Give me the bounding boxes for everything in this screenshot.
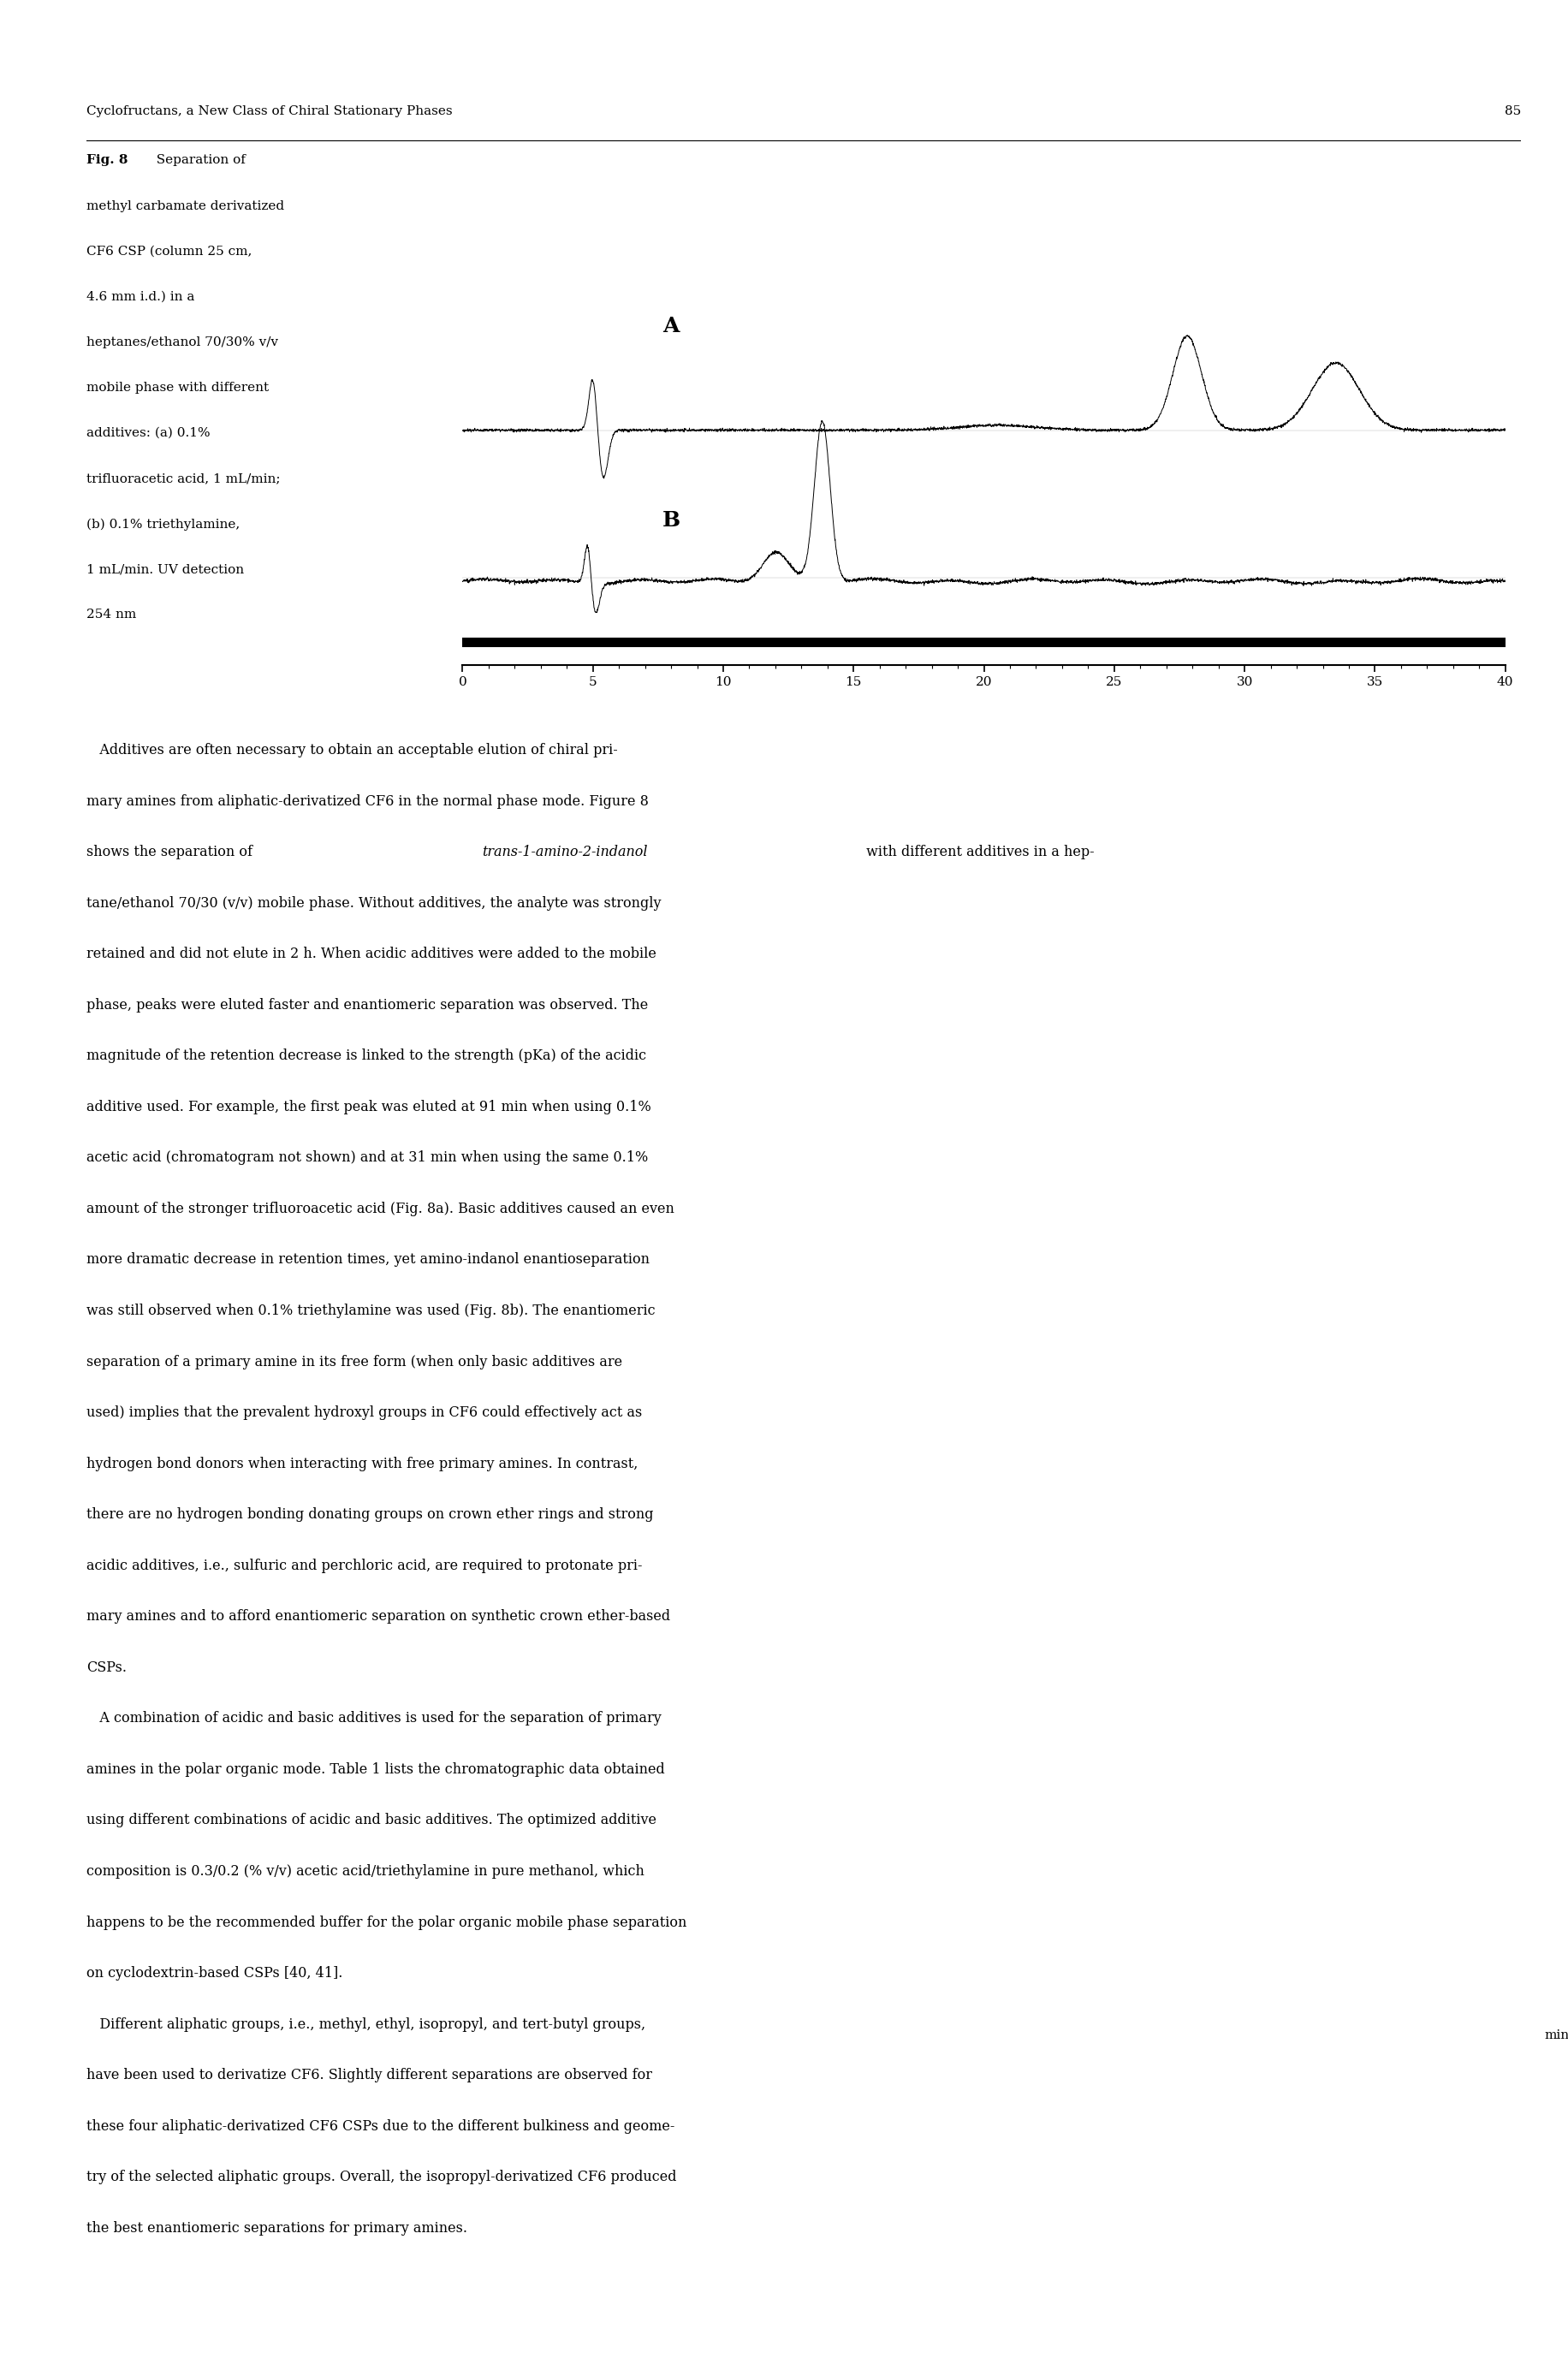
Text: Different aliphatic groups, i.e., methyl, ethyl, isopropyl, and tert-butyl group: Different aliphatic groups, i.e., methyl… [86, 2017, 646, 2031]
Text: CF6 CSP (column 25 cm,: CF6 CSP (column 25 cm, [86, 245, 252, 257]
Text: trans-1-amino-2-indanol: trans-1-amino-2-indanol [483, 846, 648, 860]
Text: Fig. 8: Fig. 8 [86, 154, 127, 166]
Text: magnitude of the retention decrease is linked to the strength (pKa) of the acidi: magnitude of the retention decrease is l… [86, 1048, 646, 1062]
Text: 85: 85 [1504, 105, 1521, 119]
Text: separation of a primary amine in its free form (when only basic additives are: separation of a primary amine in its fre… [86, 1354, 622, 1369]
Text: try of the selected aliphatic groups. Overall, the isopropyl-derivatized CF6 pro: try of the selected aliphatic groups. Ov… [86, 2169, 676, 2184]
Text: on cyclodextrin-based CSPs [40, 41].: on cyclodextrin-based CSPs [40, 41]. [86, 1967, 342, 1982]
Text: mary amines and to afford enantiomeric separation on synthetic crown ether-based: mary amines and to afford enantiomeric s… [86, 1609, 670, 1623]
Text: amount of the stronger trifluoroacetic acid (Fig. 8a). Basic additives caused an: amount of the stronger trifluoroacetic a… [86, 1202, 674, 1217]
Text: B: B [662, 511, 681, 530]
Text: 1 mL/min. UV detection: 1 mL/min. UV detection [86, 563, 245, 575]
Text: Separation of: Separation of [149, 154, 246, 166]
Text: retained and did not elute in 2 h. When acidic additives were added to the mobil: retained and did not elute in 2 h. When … [86, 946, 655, 962]
Text: Additives are often necessary to obtain an acceptable elution of chiral pri-: Additives are often necessary to obtain … [86, 744, 618, 758]
Text: additive used. For example, the first peak was eluted at 91 min when using 0.1%: additive used. For example, the first pe… [86, 1100, 651, 1114]
Text: heptanes/ethanol 70/30% v/v: heptanes/ethanol 70/30% v/v [86, 337, 278, 349]
Text: mobile phase with different: mobile phase with different [86, 383, 268, 394]
Text: was still observed when 0.1% triethylamine was used (Fig. 8b). The enantiomeric: was still observed when 0.1% triethylami… [86, 1304, 655, 1319]
Text: used) implies that the prevalent hydroxyl groups in CF6 could effectively act as: used) implies that the prevalent hydroxy… [86, 1407, 641, 1421]
Text: hydrogen bond donors when interacting with free primary amines. In contrast,: hydrogen bond donors when interacting wi… [86, 1456, 638, 1471]
Text: (b) 0.1% triethylamine,: (b) 0.1% triethylamine, [86, 518, 240, 530]
Text: acidic additives, i.e., sulfuric and perchloric acid, are required to protonate : acidic additives, i.e., sulfuric and per… [86, 1559, 643, 1573]
Text: shows the separation of: shows the separation of [86, 846, 257, 860]
Text: trifluoracetic acid, 1 mL/min;: trifluoracetic acid, 1 mL/min; [86, 473, 281, 485]
Text: Cyclofructans, a New Class of Chiral Stationary Phases: Cyclofructans, a New Class of Chiral Sta… [86, 105, 452, 119]
Text: methyl carbamate derivatized: methyl carbamate derivatized [86, 200, 284, 211]
Text: these four aliphatic-derivatized CF6 CSPs due to the different bulkiness and geo: these four aliphatic-derivatized CF6 CSP… [86, 2119, 674, 2134]
Text: 4.6 mm i.d.) in a: 4.6 mm i.d.) in a [86, 290, 194, 302]
Text: CSPs.: CSPs. [86, 1661, 127, 1675]
Text: A: A [663, 316, 679, 335]
Text: additives: (a) 0.1%: additives: (a) 0.1% [86, 428, 210, 440]
Text: happens to be the recommended buffer for the polar organic mobile phase separati: happens to be the recommended buffer for… [86, 1915, 687, 1929]
Text: there are no hydrogen bonding donating groups on crown ether rings and strong: there are no hydrogen bonding donating g… [86, 1506, 654, 1523]
Text: mary amines from aliphatic-derivatized CF6 in the normal phase mode. Figure 8: mary amines from aliphatic-derivatized C… [86, 794, 649, 808]
Text: have been used to derivatize CF6. Slightly different separations are observed fo: have been used to derivatize CF6. Slight… [86, 2067, 652, 2084]
Text: composition is 0.3/0.2 (% v/v) acetic acid/triethylamine in pure methanol, which: composition is 0.3/0.2 (% v/v) acetic ac… [86, 1865, 644, 1879]
Text: the best enantiomeric separations for primary amines.: the best enantiomeric separations for pr… [86, 2222, 467, 2236]
Text: A combination of acidic and basic additives is used for the separation of primar: A combination of acidic and basic additi… [86, 1711, 662, 1725]
Text: min: min [1544, 2029, 1568, 2041]
Text: phase, peaks were eluted faster and enantiomeric separation was observed. The: phase, peaks were eluted faster and enan… [86, 998, 648, 1012]
Text: with different additives in a hep-: with different additives in a hep- [862, 846, 1094, 860]
Text: using different combinations of acidic and basic additives. The optimized additi: using different combinations of acidic a… [86, 1813, 657, 1827]
Text: more dramatic decrease in retention times, yet amino-indanol enantioseparation: more dramatic decrease in retention time… [86, 1252, 649, 1266]
Text: acetic acid (chromatogram not shown) and at 31 min when using the same 0.1%: acetic acid (chromatogram not shown) and… [86, 1150, 648, 1164]
Text: 254 nm: 254 nm [86, 608, 136, 620]
Text: tane/ethanol 70/30 (v/v) mobile phase. Without additives, the analyte was strong: tane/ethanol 70/30 (v/v) mobile phase. W… [86, 896, 662, 910]
Text: amines in the polar organic mode. Table 1 lists the chromatographic data obtaine: amines in the polar organic mode. Table … [86, 1763, 665, 1777]
